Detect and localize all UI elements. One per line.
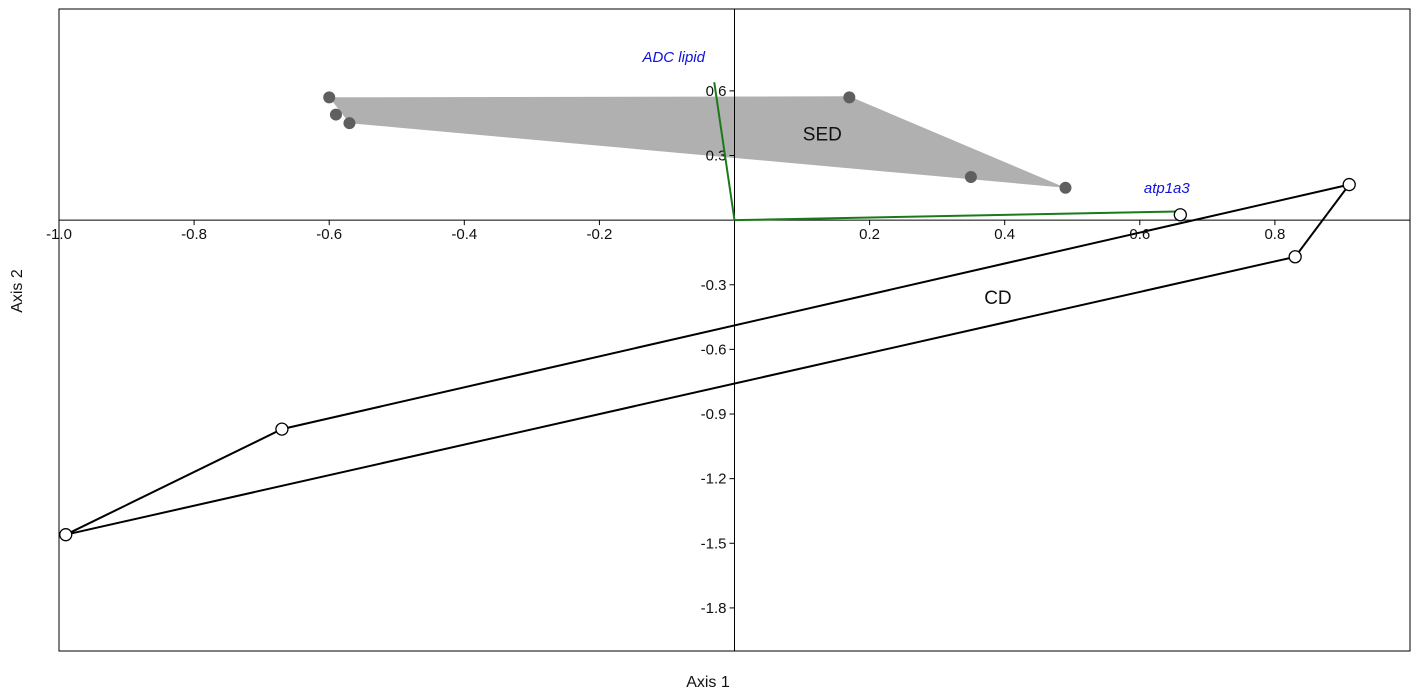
y-tick-label: -0.3 bbox=[701, 277, 727, 294]
x-axis-label: Axis 1 bbox=[686, 674, 730, 691]
point-cd bbox=[59, 528, 73, 542]
y-tick-label: -1.8 bbox=[701, 600, 727, 617]
y-tick-label: -0.9 bbox=[701, 406, 727, 423]
point-sed bbox=[329, 108, 342, 121]
x-tick-label: -1.0 bbox=[46, 226, 72, 243]
y-tick-label: -1.2 bbox=[701, 471, 727, 488]
point-cd bbox=[1342, 177, 1356, 192]
y-axis-label: Axis 2 bbox=[9, 269, 26, 313]
point-cd bbox=[1288, 250, 1302, 264]
y-tick-label: 0.3 bbox=[706, 147, 727, 164]
point-sed bbox=[964, 171, 977, 184]
vector-line bbox=[713, 82, 736, 221]
x-tick-label: -0.2 bbox=[586, 226, 612, 243]
group-label-sed: SED bbox=[803, 124, 842, 145]
point-sed bbox=[843, 91, 856, 104]
vector-label: atp1a3 bbox=[1144, 180, 1191, 197]
x-tick-label: -0.4 bbox=[451, 226, 477, 243]
point-cd bbox=[275, 422, 289, 436]
point-sed bbox=[343, 117, 356, 130]
point-sed bbox=[323, 91, 336, 104]
x-tick-label: 0.6 bbox=[1129, 226, 1150, 243]
vector-line bbox=[734, 210, 1177, 222]
x-tick-label: 0.2 bbox=[859, 226, 880, 243]
x-tick-label: 0.8 bbox=[1264, 226, 1285, 243]
point-cd bbox=[1173, 208, 1187, 222]
y-tick-label: -1.5 bbox=[701, 535, 727, 552]
group-label-cd: CD bbox=[984, 288, 1011, 309]
y-tick-label: -0.6 bbox=[701, 341, 727, 358]
hull-sed bbox=[329, 96, 1066, 188]
x-tick-label: 0.4 bbox=[994, 226, 1015, 243]
x-tick-label: -0.8 bbox=[181, 226, 207, 243]
vector-label: ADC lipid bbox=[641, 49, 705, 66]
x-tick-label: -0.6 bbox=[316, 226, 342, 243]
point-sed bbox=[1059, 181, 1072, 194]
